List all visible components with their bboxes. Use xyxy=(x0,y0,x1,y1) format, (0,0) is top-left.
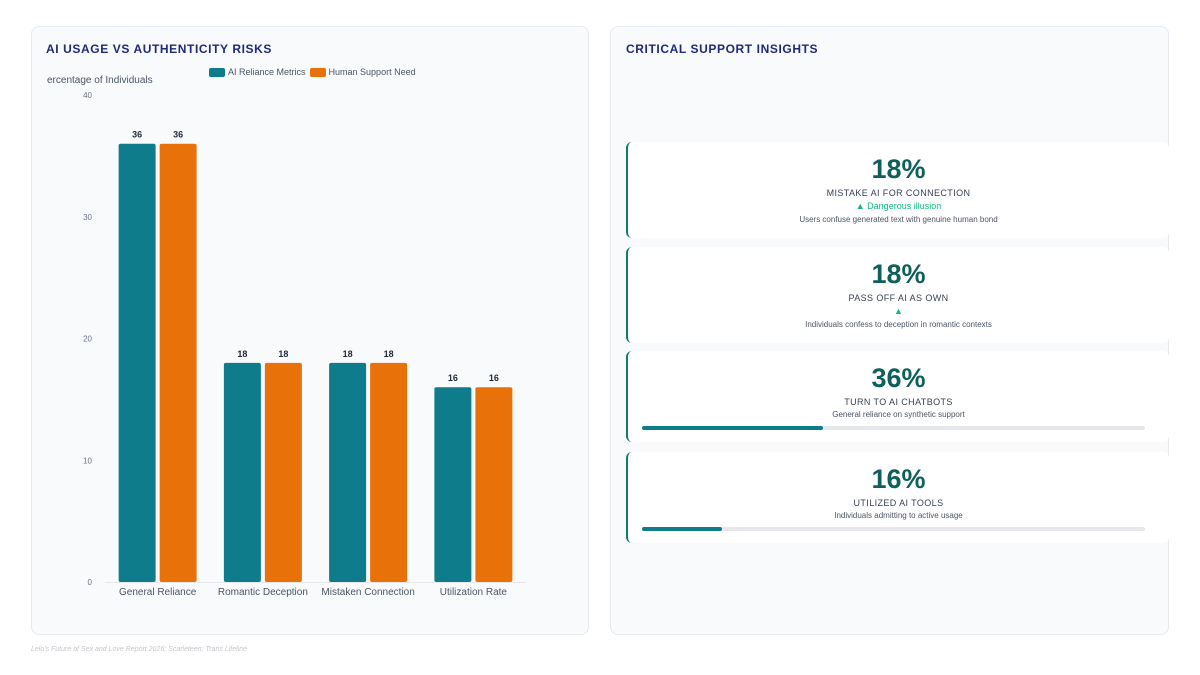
data-label: 18 xyxy=(278,349,288,359)
x-tick-label: General Reliance xyxy=(119,587,197,598)
y-tick-label: 40 xyxy=(83,91,92,100)
kpi-value: 18% xyxy=(871,154,926,184)
data-label: 18 xyxy=(384,349,394,359)
y-tick-label: 0 xyxy=(88,578,93,587)
bar xyxy=(434,387,472,582)
data-label: 36 xyxy=(132,130,142,140)
kpi-description: Individuals admitting to active usage xyxy=(834,511,963,520)
kpi-progress-track xyxy=(642,527,1145,531)
bar xyxy=(264,362,302,582)
x-tick-label: Mistaken Connection xyxy=(321,587,414,598)
kpi-progress-fill xyxy=(642,527,723,531)
kpi-label: MISTAKE AI FOR CONNECTION xyxy=(826,188,971,198)
kpi-value: 36% xyxy=(871,363,926,393)
x-tick-label: Romantic Deception xyxy=(218,587,308,598)
kpi-trend: ▲ xyxy=(894,306,903,316)
kpi-description: General reliance on synthetic support xyxy=(832,410,965,419)
kpi-trend: ▲ Dangerous illusion xyxy=(855,201,942,211)
bar-chart: 0 10 20 30 40 General Reliance 36 36 Romantic De… xyxy=(83,91,526,598)
data-label: 16 xyxy=(448,373,458,383)
kpi-card-utilized-tools: 16% UTILIZED AI TOOLS Individuals admitt… xyxy=(626,452,1169,543)
insights-title: CRITICAL SUPPORT INSIGHTS xyxy=(626,42,819,56)
chart-legend: AI Reliance Metrics Human Support Need xyxy=(209,67,420,77)
kpi-progress-fill xyxy=(642,426,824,430)
bar xyxy=(370,362,408,582)
kpi-label: PASS OFF AI AS OWN xyxy=(848,293,949,303)
kpi-label: TURN TO AI CHATBOTS xyxy=(844,397,953,407)
bar xyxy=(159,143,197,582)
kpi-description: Individuals confess to deception in roma… xyxy=(805,320,992,329)
kpi-progress-track xyxy=(642,426,1145,430)
kpi-value: 16% xyxy=(871,464,926,494)
legend-swatch-human-support xyxy=(309,67,326,77)
bar xyxy=(475,387,513,582)
y-tick-label: 30 xyxy=(83,213,92,222)
y-tick-label: 10 xyxy=(83,456,92,465)
kpi-card-turn-to-chatbots: 36% TURN TO AI CHATBOTS General reliance… xyxy=(626,351,1169,442)
bar xyxy=(223,362,261,582)
chart-panel: AI USAGE VS AUTHENTICITY RISKS AI Relian… xyxy=(31,26,589,635)
source-note: Lelo's Future of Sex and Love Report 202… xyxy=(31,646,248,653)
kpi-value: 18% xyxy=(871,259,926,289)
insights-panel: CRITICAL SUPPORT INSIGHTS 18% MISTAKE AI… xyxy=(610,26,1169,635)
data-label: 18 xyxy=(237,349,247,359)
chart-title: AI USAGE VS AUTHENTICITY RISKS xyxy=(46,42,273,56)
legend-swatch-ai-reliance xyxy=(209,67,225,77)
legend-label-ai-reliance: AI Reliance Metrics xyxy=(228,67,306,77)
kpi-label: UTILIZED AI TOOLS xyxy=(853,498,944,508)
data-label: 18 xyxy=(343,349,353,359)
legend-item-ai-reliance[interactable]: AI Reliance Metrics xyxy=(209,67,306,77)
kpi-card-pass-off-ai: 18% PASS OFF AI AS OWN ▲ Individuals con… xyxy=(626,247,1169,343)
kpi-description: Users confuse generated text with genuin… xyxy=(799,215,998,224)
y-axis-label: ercentage of Individuals xyxy=(47,75,153,86)
data-label: 36 xyxy=(173,130,183,140)
legend-label-human-support: Human Support Need xyxy=(328,67,416,77)
x-tick-label: Utilization Rate xyxy=(440,587,508,598)
kpi-card-mistake-ai: 18% MISTAKE AI FOR CONNECTION ▲ Dangerou… xyxy=(626,142,1169,238)
bar xyxy=(118,143,156,582)
y-tick-label: 20 xyxy=(83,335,92,344)
bar xyxy=(329,362,367,582)
legend-item-human-support[interactable]: Human Support Need xyxy=(309,67,416,77)
data-label: 16 xyxy=(489,373,499,383)
